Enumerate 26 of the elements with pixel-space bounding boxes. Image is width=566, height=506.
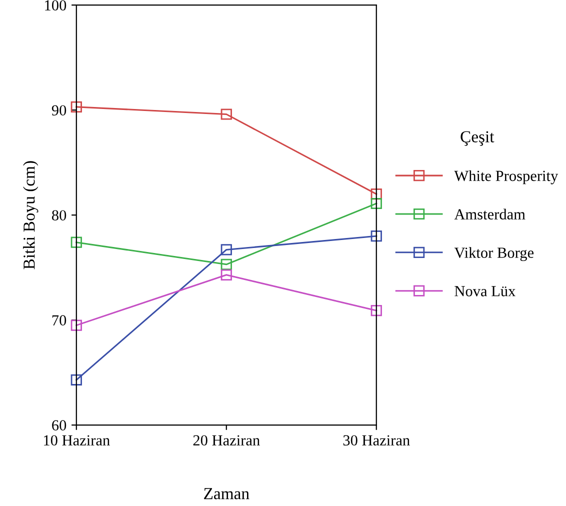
legend-label: Viktor Borge — [454, 247, 534, 262]
legend-label: Nova Lüx — [454, 286, 516, 296]
y-tick-label: 80 — [52, 210, 66, 220]
point — [370, 198, 382, 210]
point — [70, 101, 82, 112]
y-axis-title: Bitki Boyu (cm) — [23, 161, 38, 270]
legend-label: Amsterdam — [454, 208, 526, 220]
x-tick-label: 20 Haziran — [193, 435, 260, 446]
legend-title: Çeşit — [460, 131, 494, 146]
y-tick-label: 70 — [52, 315, 66, 326]
point — [70, 320, 82, 331]
x-axis-title: Zaman — [204, 488, 250, 500]
legend-label: White Prosperity — [454, 170, 558, 184]
point — [220, 244, 232, 256]
y-tick-label: 60 — [52, 420, 66, 430]
point — [220, 269, 232, 280]
y-tick-label: 100 — [45, 0, 66, 11]
x-tick-label: 30 Haziran — [343, 435, 410, 446]
point — [70, 374, 82, 386]
point — [220, 108, 232, 120]
point — [220, 258, 232, 270]
point — [70, 236, 82, 248]
point — [370, 230, 382, 242]
y-tick-label: 90 — [52, 105, 66, 116]
point — [370, 305, 382, 316]
x-tick-label: 10 Haziran — [44, 435, 110, 446]
